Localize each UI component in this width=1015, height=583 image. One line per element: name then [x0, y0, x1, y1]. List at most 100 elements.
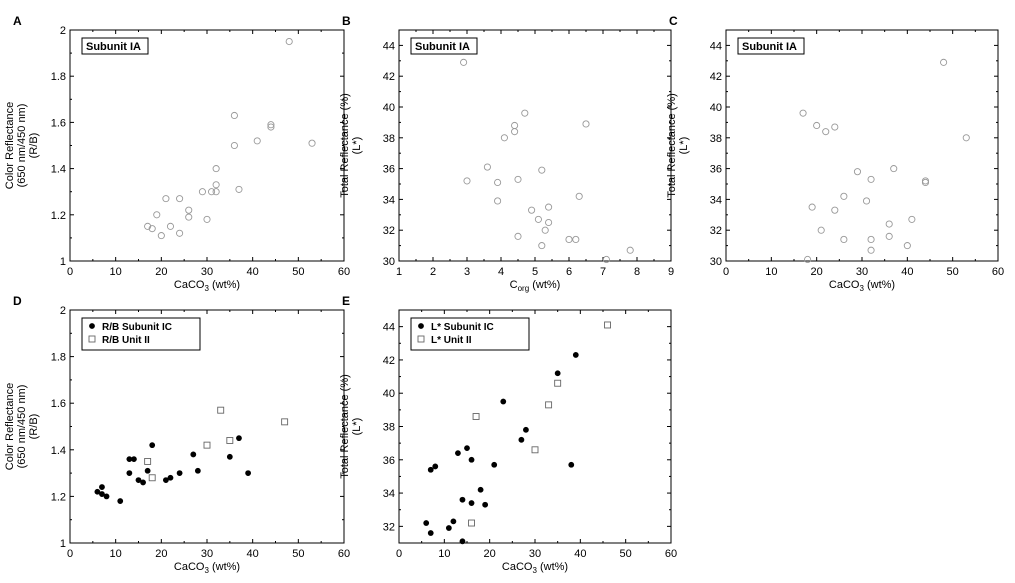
- y-tick-label: 1.4: [51, 445, 66, 457]
- x-tick-label: 20: [484, 548, 496, 560]
- data-point: [813, 121, 821, 130]
- data-point: [602, 255, 610, 264]
- legend-label: L* Unit II: [431, 335, 472, 346]
- data-point: [281, 418, 289, 426]
- data-point: [500, 398, 507, 405]
- subunit-label: Subunit IA: [415, 41, 470, 53]
- data-point: [460, 58, 468, 66]
- y-tick-label: 1: [60, 538, 66, 550]
- data-point: [140, 479, 146, 486]
- y-axis-label: (L*): [678, 137, 690, 155]
- x-tick-label: 60: [338, 266, 350, 278]
- data-point: [808, 203, 816, 211]
- y-tick-label: 44: [383, 322, 395, 334]
- y-axis-label: Total Reflectance (%): [666, 93, 678, 198]
- y-axis-label: (L*): [351, 137, 363, 155]
- x-tick-label: 60: [992, 266, 1004, 278]
- y-tick-label: 42: [710, 71, 722, 83]
- data-point: [236, 435, 242, 442]
- x-tick-label: 20: [155, 548, 167, 560]
- x-tick-label: 0: [723, 266, 729, 278]
- x-tick-label: 30: [201, 548, 213, 560]
- data-point: [190, 451, 197, 458]
- y-tick-label: 1.8: [51, 352, 66, 364]
- data-point: [445, 525, 452, 531]
- data-point: [511, 128, 519, 136]
- y-tick-label: 42: [383, 355, 395, 367]
- panel-label: C: [669, 14, 678, 28]
- x-tick-label: 0: [67, 266, 73, 278]
- y-tick-label: 30: [383, 256, 395, 268]
- data-point: [148, 225, 156, 233]
- data-point: [103, 493, 110, 500]
- series-data: [460, 58, 634, 264]
- data-point: [212, 165, 220, 173]
- subunit-label: Subunit IA: [86, 41, 141, 53]
- legend-label: R/B Subunit IC: [102, 322, 172, 333]
- subunit-box: [410, 37, 478, 55]
- y-tick-label: 2: [60, 305, 66, 317]
- x-tick-label: 1: [396, 266, 402, 278]
- data-point: [131, 456, 137, 463]
- x-tick-label: 30: [201, 266, 213, 278]
- panel-label: A: [13, 14, 22, 28]
- data-point: [230, 141, 238, 150]
- data-point: [153, 211, 161, 219]
- y-tick-label: 38: [710, 133, 722, 145]
- legend-marker: [88, 335, 96, 343]
- data-point: [157, 232, 165, 240]
- y-axis-label: Total Reflectance (%): [339, 93, 351, 198]
- y-tick-label: 38: [383, 133, 395, 145]
- data-point: [148, 474, 156, 482]
- subunit-label: Subunit IA: [742, 41, 797, 53]
- y-axis-label: (R/B): [28, 414, 40, 440]
- x-tick-label: 3: [464, 266, 470, 278]
- data-point: [94, 488, 101, 495]
- x-tick-label: 50: [292, 266, 304, 278]
- data-point: [545, 203, 553, 211]
- data-point: [267, 123, 275, 131]
- x-tick-label: 50: [620, 548, 632, 560]
- data-point: [459, 538, 466, 545]
- data-point: [521, 109, 529, 117]
- data-point: [468, 456, 475, 463]
- data-point: [604, 321, 611, 329]
- legend-label: R/B Unit II: [102, 335, 150, 346]
- data-point: [575, 192, 583, 200]
- data-point: [831, 206, 839, 214]
- panel-a: A 0 10 20 30 40 50 60 1 1.2 1.4 1.6 1.8 2 CaCO3 (wt%) C…: [4, 14, 350, 293]
- data-point: [149, 442, 156, 449]
- plot-frame: [398, 29, 672, 262]
- data-point: [962, 134, 970, 142]
- series-l-unit-ii: [468, 321, 611, 527]
- data-point: [235, 185, 243, 193]
- x-axis-label: Corg (wt%): [510, 279, 561, 293]
- data-point: [162, 477, 169, 483]
- y-axis-label: (650 nm/450 nm): [16, 385, 28, 469]
- data-point: [831, 123, 839, 131]
- data-point: [464, 445, 470, 452]
- data-point: [423, 520, 430, 526]
- data-point: [840, 235, 848, 243]
- y-tick-label: 1.6: [51, 117, 66, 129]
- x-axis-label: CaCO3 (wt%): [174, 279, 240, 293]
- data-point: [212, 188, 220, 196]
- subunit-box: [737, 37, 805, 55]
- x-tick-label: 9: [668, 266, 674, 278]
- data-point: [568, 461, 575, 468]
- y-tick-label: 42: [383, 71, 395, 83]
- panel-d: D 0 10 20 30 40 50 60 1 1.2 1.4 1.6 1.8 2 CaCO3 (wt%) C…: [4, 294, 350, 575]
- data-point: [212, 181, 220, 189]
- y-tick-label: 40: [383, 388, 395, 400]
- plot-frame: [69, 29, 345, 262]
- y-tick-label: 40: [710, 102, 722, 114]
- data-point: [427, 466, 434, 473]
- plot-frame: [725, 29, 999, 262]
- data-point: [483, 163, 491, 171]
- y-tick-label: 38: [383, 422, 395, 434]
- data-point: [245, 470, 251, 476]
- data-point: [176, 470, 183, 476]
- data-point: [518, 436, 525, 443]
- panel-c: C 0 10 20 30 40 50 60 30 32 34 36 38 40 42 44 CaCO3 (wt%…: [666, 14, 1004, 293]
